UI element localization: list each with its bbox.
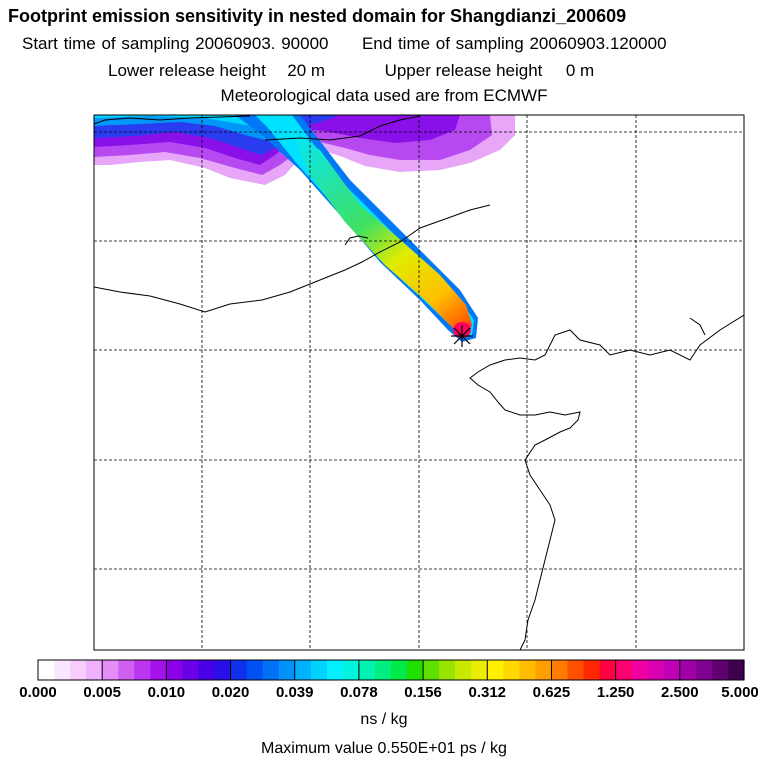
colorbar-label: 0.010 <box>147 684 186 701</box>
colorbar-swatch <box>487 660 504 680</box>
colorbar-swatch <box>583 660 601 680</box>
release-height-line: Lower release height 20 m Upper release … <box>108 61 768 81</box>
colorbar-swatch <box>294 660 312 680</box>
colorbar-swatch <box>711 660 729 680</box>
colorbar-swatch <box>567 660 585 680</box>
end-time-label: End time of sampling <box>361 34 524 53</box>
end-time-value: 20060903.120000 <box>529 34 667 53</box>
lower-release-value: 20 m <box>287 61 326 80</box>
colorbar-label: 2.500 <box>661 684 699 701</box>
colorbar-swatch <box>519 660 537 680</box>
colorbar-swatch <box>198 660 216 680</box>
colorbar-label: 1.250 <box>596 684 635 701</box>
colorbar-swatch <box>439 660 456 680</box>
colorbar-swatch <box>535 660 553 680</box>
lat-lon-grid <box>94 115 744 650</box>
met-data-line: Meteorological data used are from ECMWF <box>220 86 548 105</box>
colorbar-swatch <box>455 660 472 680</box>
colorbar-swatch <box>695 660 713 680</box>
colorbar-label: 0.312 <box>468 684 507 701</box>
start-time-value: 20060903. 90000 <box>195 34 329 53</box>
colorbar-swatch <box>150 660 167 680</box>
colorbar-swatch <box>118 660 135 680</box>
colorbar <box>38 660 745 680</box>
colorbar-swatch <box>407 660 424 680</box>
upper-release-label: Upper release height <box>384 61 543 80</box>
colorbar-swatch <box>599 660 617 680</box>
colorbar-swatch <box>310 660 328 680</box>
colorbar-swatch <box>631 660 649 680</box>
colorbar-swatch <box>423 660 440 680</box>
coastlines <box>94 115 744 650</box>
colorbar-label: 0.156 <box>404 684 442 701</box>
colorbar-swatch <box>230 660 248 680</box>
colorbar-swatch <box>262 660 280 680</box>
colorbar-swatch <box>391 660 408 680</box>
colorbar-swatch <box>166 660 184 680</box>
colorbar-swatch <box>102 660 119 680</box>
start-time-label: Start time of sampling <box>22 34 190 53</box>
colorbar-swatch <box>374 660 392 680</box>
colorbar-swatch <box>471 660 488 680</box>
plot-title: Footprint emission sensitivity in nested… <box>8 6 627 26</box>
colorbar-label: 0.625 <box>532 684 571 701</box>
colorbar-swatch <box>647 660 665 680</box>
colorbar-swatch <box>503 660 520 680</box>
colorbar-swatch <box>727 660 745 680</box>
colorbar-swatch <box>214 660 232 680</box>
plume-core <box>290 130 472 336</box>
colorbar-swatch <box>358 660 376 680</box>
colorbar-swatch <box>246 660 264 680</box>
colorbar-swatch <box>679 660 697 680</box>
map-frame <box>93 114 745 651</box>
sampling-times-line: Start time of sampling 20060903. 90000 E… <box>22 34 768 54</box>
colorbar-swatch <box>551 660 569 680</box>
colorbar-label: 0.020 <box>211 684 250 701</box>
colorbar-swatch <box>38 660 55 680</box>
lower-release-label: Lower release height <box>108 61 266 80</box>
colorbar-swatch <box>615 660 633 680</box>
colorbar-swatch <box>182 660 200 680</box>
colorbar-label: 0.000 <box>19 684 57 701</box>
colorbar-label: 0.078 <box>340 684 378 701</box>
colorbar-label: 0.039 <box>275 684 314 701</box>
colorbar-unit: ns / kg <box>360 711 408 728</box>
colorbar-swatch <box>54 660 71 680</box>
maximum-value-text: Maximum value 0.550E+01 ps / kg <box>261 740 507 757</box>
colorbar-swatch <box>86 660 103 680</box>
receptor-asterisk-icon <box>451 325 473 347</box>
upper-release-value: 0 m <box>565 61 595 80</box>
footprint-band-cyan <box>94 115 280 128</box>
colorbar-swatch <box>134 660 151 680</box>
colorbar-swatch <box>342 660 360 680</box>
colorbar-label: 5.000 <box>721 684 759 701</box>
colorbar-label: 0.005 <box>83 684 121 701</box>
colorbar-swatch <box>663 660 681 680</box>
colorbar-swatch <box>70 660 87 680</box>
footprint-field <box>94 115 515 342</box>
colorbar-swatch <box>326 660 344 680</box>
colorbar-swatch <box>278 660 296 680</box>
colorbar-ticks <box>37 660 745 680</box>
